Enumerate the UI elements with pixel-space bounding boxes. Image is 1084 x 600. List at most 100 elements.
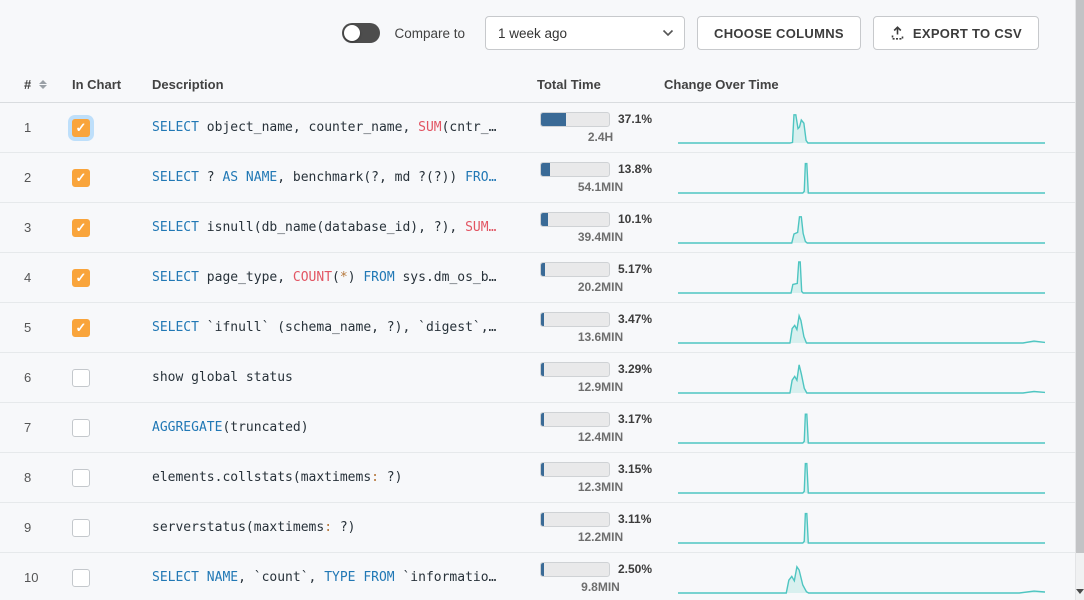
scroll-down-arrow-icon (1076, 588, 1084, 594)
total-time-bar-fill (541, 212, 548, 226)
total-time-percent: 13.8% (618, 162, 653, 176)
sparkline-svg (678, 506, 1045, 550)
total-time-bar-fill (541, 512, 544, 526)
scrollbar-down-button[interactable] (1076, 584, 1084, 598)
total-time-cell: 10.1% 39.4MIN (537, 211, 662, 244)
header-in-chart: In Chart (72, 76, 122, 92)
table-row: 1 SELECT object_name, counter_name, SUM(… (0, 103, 1075, 153)
sparkline-svg (678, 356, 1045, 400)
total-time-bar (540, 161, 610, 177)
vertical-scrollbar[interactable] (1075, 0, 1084, 600)
query-description-link[interactable]: SELECT NAME, `count`, TYPE FROM `informa… (152, 570, 497, 585)
query-description-link[interactable]: show global status (152, 370, 293, 385)
total-time-cell: 3.15% 12.3MIN (537, 461, 662, 494)
total-time-bar (540, 261, 610, 277)
in-chart-checkbox[interactable] (72, 368, 90, 387)
total-time-value: 54.1MIN (577, 179, 624, 194)
total-time-percent: 10.1% (618, 212, 653, 226)
row-number: 6 (24, 369, 32, 385)
in-chart-checkbox[interactable] (72, 318, 90, 337)
change-over-time-sparkline[interactable] (664, 406, 1075, 450)
sparkline-svg (678, 106, 1045, 150)
total-time-cell: 3.11% 12.2MIN (537, 511, 662, 544)
change-over-time-sparkline[interactable] (664, 206, 1075, 250)
total-time-bar-fill (541, 312, 544, 326)
row-number: 3 (24, 219, 32, 235)
compare-period-select[interactable]: 1 week ago (485, 16, 685, 50)
sparkline-svg (678, 406, 1045, 450)
query-description-link[interactable]: SELECT object_name, counter_name, SUM(cn… (152, 120, 497, 135)
table-row: 6 show global status 3.29% 12.9MIN (0, 353, 1075, 403)
total-time-bar-fill (541, 562, 544, 576)
query-description-link[interactable]: SELECT ? AS NAME, benchmark(?, md ?(?)) … (152, 170, 497, 185)
change-over-time-sparkline[interactable] (664, 556, 1075, 600)
total-time-cell: 3.29% 12.9MIN (537, 361, 662, 394)
change-over-time-sparkline[interactable] (664, 106, 1075, 150)
row-number: 8 (24, 469, 32, 485)
total-time-bar (540, 211, 610, 227)
total-time-bar (540, 461, 610, 477)
table-row: 3 SELECT isnull(db_name(database_id), ?)… (0, 203, 1075, 253)
change-over-time-sparkline[interactable] (664, 306, 1075, 350)
total-time-bar (540, 361, 610, 377)
in-chart-checkbox[interactable] (72, 168, 90, 187)
query-description-link[interactable]: SELECT isnull(db_name(database_id), ?), … (152, 220, 497, 235)
compare-toggle[interactable] (342, 23, 381, 43)
total-time-cell: 2.50% 9.8MIN (537, 561, 662, 594)
header-number-sort[interactable]: # (0, 77, 72, 92)
change-over-time-sparkline[interactable] (664, 256, 1075, 300)
change-over-time-sparkline[interactable] (664, 506, 1075, 550)
in-chart-checkbox[interactable] (72, 568, 90, 587)
export-csv-button[interactable]: EXPORT TO CSV (872, 16, 1039, 50)
choose-columns-button[interactable]: CHOOSE COLUMNS (697, 16, 861, 50)
in-chart-checkbox[interactable] (72, 268, 90, 287)
total-time-percent: 37.1% (618, 112, 653, 126)
compare-period-value: 1 week ago (498, 25, 568, 41)
total-time-percent: 3.29% (618, 362, 653, 376)
query-description-link[interactable]: elements.collstats(maxtimems: ?) (152, 470, 403, 485)
total-time-value: 12.9MIN (577, 379, 624, 394)
sparkline-svg (678, 256, 1045, 300)
toolbar: Compare to 1 week ago CHOOSE COLUMNS EXP… (0, 0, 1075, 66)
in-chart-checkbox[interactable] (72, 118, 90, 137)
header-description: Description (152, 76, 224, 92)
table-row: 9 serverstatus(maxtimems: ?) 3.11% 12.2M… (0, 503, 1075, 553)
sparkline-svg (678, 206, 1045, 250)
total-time-bar (540, 561, 610, 577)
query-description-link[interactable]: AGGREGATE(truncated) (152, 420, 309, 435)
row-number: 5 (24, 319, 32, 335)
total-time-value: 20.2MIN (577, 279, 624, 294)
total-time-cell: 5.17% 20.2MIN (537, 261, 662, 294)
in-chart-checkbox[interactable] (72, 518, 90, 537)
query-description-link[interactable]: SELECT page_type, COUNT(*) FROM sys.dm_o… (152, 270, 497, 285)
total-time-bar (540, 311, 610, 327)
in-chart-checkbox[interactable] (72, 218, 90, 237)
total-time-bar (540, 411, 610, 427)
change-over-time-sparkline[interactable] (664, 356, 1075, 400)
total-time-bar-fill (541, 462, 544, 476)
total-time-value: 13.6MIN (577, 329, 624, 344)
total-time-bar (540, 111, 610, 127)
total-time-bar-fill (541, 112, 567, 126)
total-time-value: 12.3MIN (577, 479, 624, 494)
table-row: 4 SELECT page_type, COUNT(*) FROM sys.dm… (0, 253, 1075, 303)
total-time-bar-fill (541, 262, 545, 276)
in-chart-checkbox[interactable] (72, 418, 90, 437)
choose-columns-label: CHOOSE COLUMNS (714, 25, 844, 41)
table-row: 2 SELECT ? AS NAME, benchmark(?, md ?(?)… (0, 153, 1075, 203)
table-body: 1 SELECT object_name, counter_name, SUM(… (0, 103, 1075, 600)
query-description-link[interactable]: serverstatus(maxtimems: ?) (152, 520, 356, 535)
header-number-label: # (24, 76, 32, 92)
query-description-link[interactable]: SELECT `ifnull` (schema_name, ?), `diges… (152, 320, 497, 335)
total-time-cell: 13.8% 54.1MIN (537, 161, 662, 194)
change-over-time-sparkline[interactable] (664, 156, 1075, 200)
chevron-down-icon (662, 29, 674, 37)
header-total-time: Total Time (537, 76, 601, 92)
in-chart-checkbox[interactable] (72, 468, 90, 487)
total-time-percent: 5.17% (618, 262, 653, 276)
change-over-time-sparkline[interactable] (664, 456, 1075, 500)
total-time-bar-fill (541, 362, 544, 376)
total-time-cell: 3.47% 13.6MIN (537, 311, 662, 344)
scrollbar-thumb[interactable] (1076, 0, 1084, 553)
